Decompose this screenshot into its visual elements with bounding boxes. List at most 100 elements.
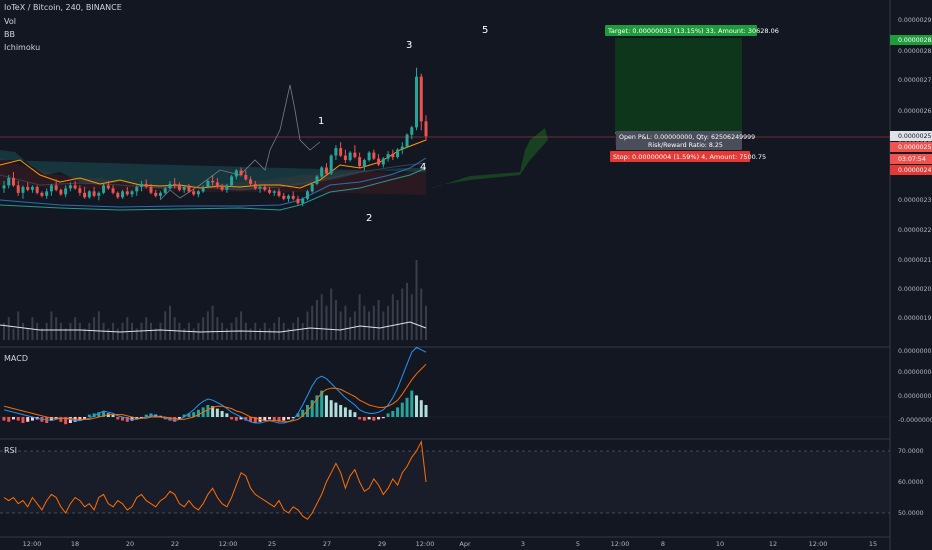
macd-histogram-bar: [372, 417, 376, 421]
macd-signal-line: [3, 363, 427, 423]
macd-histogram-bar: [272, 417, 276, 421]
macd-histogram-bar: [177, 417, 181, 420]
volume-bar: [159, 322, 162, 340]
time-tick-label: 12: [769, 540, 777, 548]
macd-histogram-bar: [353, 412, 357, 417]
volume-bar: [382, 311, 385, 340]
candle-body: [187, 186, 191, 192]
volume-bar: [74, 317, 77, 340]
macd-histogram-bar: [244, 417, 248, 421]
candle-body: [78, 188, 82, 193]
macd-histogram-bar: [263, 417, 267, 421]
volume-bar: [377, 300, 380, 340]
candle-body: [11, 177, 15, 186]
stop-label: Stop: 0.00000004 (1.59%) 4, Amount: 7500…: [613, 153, 766, 161]
price-tick-label: 0.00000280: [898, 48, 932, 55]
volume-bar: [311, 305, 314, 340]
time-tick-label: 29: [378, 540, 386, 548]
macd-histogram-bar: [410, 390, 414, 417]
volume-bar: [249, 328, 252, 340]
wave-label-5: 5: [482, 25, 488, 36]
macd-histogram-bar: [45, 417, 49, 423]
volume-bar: [26, 328, 29, 340]
candle-body: [64, 188, 68, 195]
macd-histogram-bar: [424, 405, 428, 417]
indicator-bb-label[interactable]: BB: [4, 30, 15, 39]
volume-bar: [235, 317, 238, 340]
open-pnl-box: [616, 131, 742, 150]
macd-histogram-bar: [144, 414, 148, 417]
volume-bar: [372, 305, 375, 340]
macd-histogram-bar: [291, 417, 295, 419]
indicator-ichimoku-label[interactable]: Ichimoku: [4, 43, 41, 52]
macd-histogram-bar: [377, 417, 381, 420]
candle-body: [97, 192, 101, 196]
macd-pane-label[interactable]: MACD: [4, 354, 28, 363]
candle-body: [353, 152, 357, 158]
volume-bar: [216, 317, 219, 340]
macd-histogram-bar: [87, 414, 91, 417]
volume-bar: [425, 305, 427, 340]
volume-bar: [7, 317, 10, 340]
macd-histogram-bar: [386, 413, 390, 417]
candle-body: [102, 185, 106, 193]
candle-body: [263, 186, 267, 190]
macd-histogram-bar: [396, 407, 400, 417]
volume-bar: [301, 322, 304, 340]
volume-bar: [192, 328, 195, 340]
target-label-box: [605, 25, 757, 36]
volume-bar: [40, 328, 43, 340]
candle-body: [386, 154, 390, 159]
macd-histogram-bar: [268, 417, 272, 420]
candle-body: [125, 191, 129, 195]
ichimoku-cloud-future: [426, 128, 548, 190]
volume-bar: [368, 311, 371, 340]
volume-bar: [55, 317, 58, 340]
candle-body: [400, 146, 404, 150]
candle-body: [35, 186, 39, 193]
macd-histogram-bar: [296, 413, 300, 417]
volume-bar: [140, 322, 143, 340]
candle-body: [291, 195, 295, 199]
time-tick-label: Apr: [459, 540, 471, 548]
macd-histogram-bar: [206, 405, 210, 417]
volume-bar: [17, 311, 20, 340]
candle-body: [405, 134, 409, 147]
rsi-pane-label[interactable]: RSI: [4, 446, 17, 455]
volume-bar: [334, 300, 337, 340]
macd-histogram-bar: [220, 411, 224, 417]
candle-body: [16, 185, 20, 193]
macd-histogram-bar: [362, 417, 366, 421]
macd-histogram-bar: [415, 395, 419, 417]
candle-body: [239, 170, 243, 175]
candle-body: [154, 192, 158, 196]
macd-histogram-bar: [234, 417, 238, 421]
candle-body: [301, 198, 305, 204]
macd-histogram-bar: [49, 417, 53, 421]
volume-bar: [145, 317, 148, 340]
price-badge-label: 03:07:54: [898, 156, 926, 163]
macd-tick-label: 0.00000004: [898, 369, 932, 376]
macd-histogram-bar: [320, 390, 324, 417]
price-badge: [890, 165, 932, 175]
macd-histogram-bar: [381, 417, 385, 419]
candle-body: [59, 189, 63, 195]
volume-bar: [93, 317, 96, 340]
candle-body: [140, 183, 144, 187]
macd-histogram-bar: [59, 417, 63, 422]
rsi-line: [3, 440, 427, 520]
macd-histogram-bar: [249, 417, 253, 422]
volume-bar: [149, 322, 152, 340]
macd-histogram-bar: [334, 402, 338, 417]
candle-body: [130, 191, 134, 195]
macd-histogram-bar: [64, 417, 68, 425]
macd-histogram-bar: [400, 402, 404, 417]
indicator-vol-label[interactable]: Vol: [4, 17, 16, 26]
volume-bar: [306, 311, 309, 340]
volume-bar: [45, 322, 48, 340]
candle-body: [220, 186, 224, 190]
candle-body: [201, 186, 205, 192]
candle-body: [68, 185, 72, 189]
macd-histogram-bar: [348, 409, 352, 417]
